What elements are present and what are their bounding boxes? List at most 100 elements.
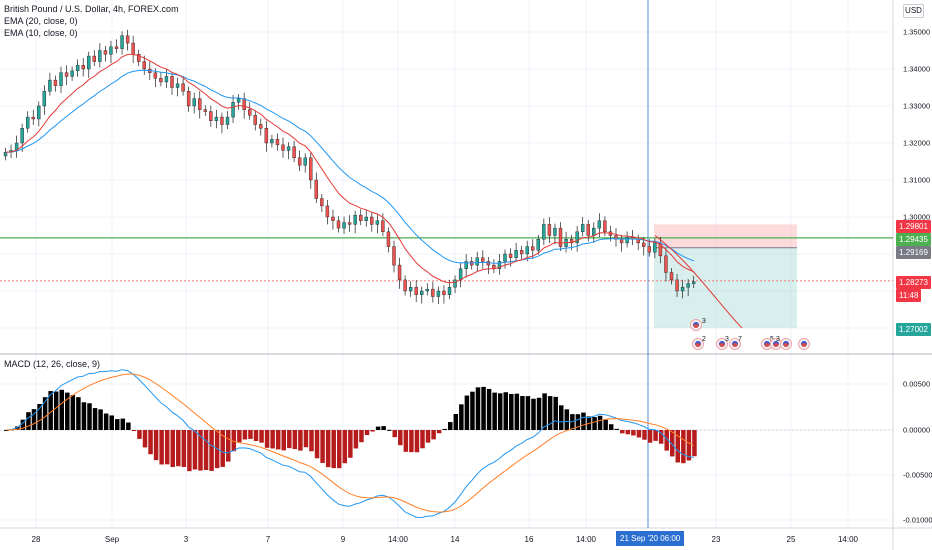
price-label-horizontal-line: 1.29435 bbox=[896, 233, 931, 246]
candle-body bbox=[42, 90, 47, 107]
candle-body bbox=[420, 290, 424, 295]
macd-histogram-bar bbox=[536, 397, 542, 430]
candle-body bbox=[364, 216, 368, 221]
candle-body bbox=[436, 290, 441, 297]
macd-histogram-bar bbox=[109, 415, 114, 430]
macd-histogram-bar bbox=[364, 430, 370, 436]
candle-body bbox=[481, 257, 485, 262]
macd-histogram-bar bbox=[70, 395, 76, 430]
macd-histogram-bar bbox=[353, 430, 359, 449]
time-tick: Sep bbox=[104, 535, 120, 544]
macd-histogram-bar bbox=[209, 430, 214, 471]
macd-histogram-bar bbox=[409, 430, 414, 453]
bar-countdown: 11:48 bbox=[896, 289, 922, 302]
candle-body bbox=[131, 42, 135, 55]
ema20-legend[interactable]: EMA (20, close, 0) bbox=[4, 16, 78, 26]
macd-histogram-bar bbox=[81, 402, 87, 430]
ema20-line bbox=[5, 69, 694, 264]
event-flag-icon[interactable] bbox=[716, 338, 728, 350]
candle-body bbox=[581, 224, 585, 232]
macd-histogram-bar bbox=[603, 419, 608, 430]
macd-histogram-bar bbox=[142, 430, 148, 448]
candle-body bbox=[270, 139, 274, 144]
candle-body bbox=[558, 227, 563, 247]
candle-body bbox=[386, 231, 391, 247]
time-tick: 16 bbox=[524, 535, 534, 544]
candle-body bbox=[31, 116, 35, 120]
macd-histogram-bar bbox=[514, 393, 520, 430]
currency-button[interactable]: USD bbox=[903, 4, 924, 18]
macd-histogram-bar bbox=[98, 409, 103, 430]
candle-body bbox=[453, 279, 457, 288]
event-flag-icon[interactable] bbox=[798, 338, 810, 350]
candle-body bbox=[303, 157, 307, 166]
macd-histogram-bar bbox=[253, 430, 259, 441]
macd-histogram-bar bbox=[287, 430, 292, 449]
candle-body bbox=[92, 55, 97, 62]
macd-histogram-bar bbox=[4, 430, 9, 431]
candle-body bbox=[669, 272, 674, 281]
macd-histogram-bar bbox=[525, 396, 531, 430]
macd-histogram-bar bbox=[231, 430, 237, 452]
candle-body bbox=[175, 83, 180, 88]
macd-histogram-bar bbox=[647, 430, 653, 443]
price-tick: 1.33000 bbox=[903, 101, 931, 111]
event-count: 7 bbox=[738, 336, 742, 343]
macd-histogram-bar bbox=[414, 430, 420, 453]
macd-histogram-bar bbox=[275, 430, 281, 450]
candle-body bbox=[253, 115, 257, 125]
candle-body bbox=[26, 116, 30, 129]
macd-histogram-bar bbox=[192, 430, 198, 470]
macd-histogram-bar bbox=[226, 430, 231, 462]
candle-body bbox=[181, 83, 185, 92]
macd-histogram-bar bbox=[658, 430, 664, 444]
macd-histogram-bar bbox=[625, 430, 631, 435]
candle-body bbox=[314, 179, 318, 199]
macd-histogram-bar bbox=[203, 430, 209, 471]
price-tick: 1.32000 bbox=[903, 138, 931, 148]
macd-legend[interactable]: MACD (12, 26, close, 9) bbox=[4, 359, 101, 369]
candle-body bbox=[664, 255, 668, 273]
macd-histogram-bar bbox=[470, 391, 475, 430]
event-flag-icon[interactable] bbox=[692, 338, 704, 350]
macd-histogram-bar bbox=[248, 430, 253, 439]
macd-histogram-bar bbox=[120, 418, 126, 430]
candle-body bbox=[353, 214, 357, 225]
candle-body bbox=[281, 144, 285, 151]
candle-body bbox=[325, 205, 330, 218]
macd-histogram-bar bbox=[692, 430, 697, 457]
candle-body bbox=[209, 111, 213, 122]
candle-body bbox=[625, 237, 629, 244]
macd-histogram-bar bbox=[103, 413, 109, 430]
candle-body bbox=[647, 246, 651, 253]
candle-body bbox=[553, 227, 557, 236]
macd-tick: 0.00000 bbox=[903, 425, 931, 435]
candle-body bbox=[125, 35, 130, 44]
candle-body bbox=[680, 287, 685, 292]
candle-body bbox=[242, 98, 246, 110]
event-flag-icon[interactable] bbox=[690, 319, 702, 331]
macd-histogram-bar bbox=[198, 430, 203, 471]
price-tick: 1.31000 bbox=[903, 175, 931, 185]
symbol-title[interactable]: British Pound / U.S. Dollar, 4h, FOREX.c… bbox=[4, 4, 179, 14]
candle-body bbox=[536, 238, 540, 251]
candle-body bbox=[486, 261, 491, 266]
macd-histogram-bar bbox=[15, 426, 20, 430]
event-count: 2 bbox=[702, 336, 706, 343]
time-tick: 14:00 bbox=[837, 535, 859, 544]
candle-body bbox=[519, 250, 524, 255]
candle-body bbox=[531, 246, 535, 251]
candle-body bbox=[247, 109, 252, 116]
macd-histogram-bar bbox=[42, 397, 48, 430]
macd-histogram-bar bbox=[37, 403, 42, 430]
candle-body bbox=[259, 124, 263, 129]
event-flag-icon[interactable] bbox=[729, 338, 741, 350]
candle-body bbox=[3, 152, 8, 157]
ema10-legend[interactable]: EMA (10, close, 0) bbox=[4, 28, 78, 38]
event-flag-icon[interactable] bbox=[780, 338, 792, 350]
macd-histogram-bar bbox=[497, 393, 503, 430]
candle-body bbox=[142, 61, 146, 70]
candle-body bbox=[597, 220, 602, 229]
macd-histogram-bar bbox=[20, 419, 26, 430]
